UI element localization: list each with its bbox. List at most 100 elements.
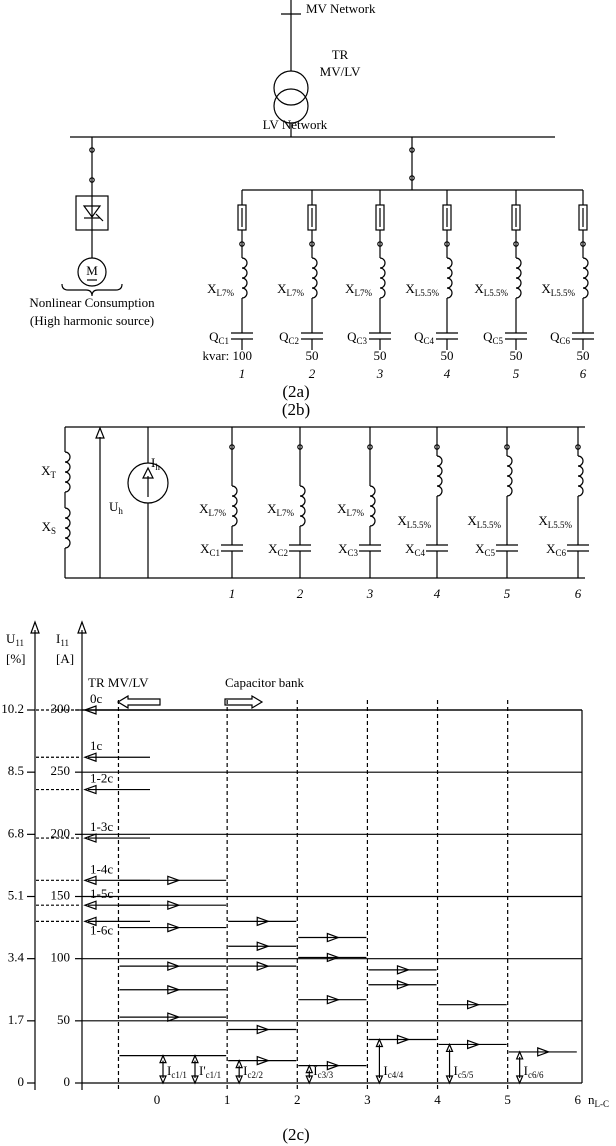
arrowhead bbox=[445, 1075, 454, 1085]
inductor bbox=[379, 257, 386, 299]
label-main: I bbox=[383, 1063, 387, 1078]
label-main: X bbox=[405, 281, 415, 296]
load-label: (High harmonic source) bbox=[30, 313, 154, 328]
caption: (2c) bbox=[282, 1125, 309, 1144]
label-sub: C3 bbox=[356, 336, 367, 346]
x-tick-label: 0 bbox=[154, 1092, 161, 1107]
label-sub: L5.5% bbox=[407, 520, 432, 530]
branch-number: 4 bbox=[444, 366, 451, 381]
arrowhead bbox=[326, 994, 341, 1005]
label-sub: L7% bbox=[355, 288, 373, 298]
inductor-label: XL7% bbox=[267, 501, 294, 518]
annotation: TR MV/LV bbox=[88, 675, 149, 690]
arrowhead bbox=[256, 1055, 270, 1066]
label-main: Q bbox=[483, 329, 493, 344]
label-main: X bbox=[405, 541, 415, 556]
axis-arrowhead bbox=[30, 620, 40, 634]
y2-tick-label: 0 bbox=[18, 1074, 25, 1089]
label-main: Q bbox=[279, 329, 289, 344]
series-label: 1-3c bbox=[90, 819, 113, 834]
arrowhead bbox=[256, 961, 270, 971]
label-sub: C4 bbox=[423, 336, 434, 346]
caption: (2a) bbox=[282, 382, 309, 401]
arrowhead bbox=[375, 1075, 384, 1085]
brace bbox=[61, 283, 123, 297]
arrowhead bbox=[326, 952, 341, 963]
arrowhead bbox=[83, 752, 97, 763]
mv-label: MV Network bbox=[306, 1, 376, 16]
arrowhead bbox=[95, 426, 105, 439]
y-tick-label: 300 bbox=[51, 701, 71, 716]
arrowhead bbox=[515, 1050, 524, 1060]
arrowhead bbox=[167, 961, 181, 971]
arrowhead bbox=[235, 1059, 244, 1069]
load-label: Nonlinear Consumption bbox=[29, 295, 155, 310]
arrowhead bbox=[83, 900, 97, 911]
label-main: X bbox=[268, 541, 278, 556]
junction bbox=[89, 177, 95, 183]
arrowhead bbox=[167, 984, 181, 995]
x-axis-title: nL-C bbox=[588, 1092, 609, 1109]
label-sub: c6/6 bbox=[528, 1070, 544, 1080]
label-main: I bbox=[243, 1063, 247, 1078]
label-sub: c5/5 bbox=[458, 1070, 474, 1080]
arrowhead bbox=[256, 1024, 270, 1035]
branch-number: 1 bbox=[229, 586, 236, 601]
current-label: Ic1/1 bbox=[167, 1063, 187, 1080]
arrowhead bbox=[445, 1042, 454, 1053]
arrowhead bbox=[305, 1064, 314, 1074]
caption: (2b) bbox=[282, 400, 310, 419]
series-label: 1c bbox=[90, 738, 103, 753]
arrowhead bbox=[83, 916, 97, 927]
y-tick-label: 100 bbox=[51, 950, 71, 965]
label-main: X bbox=[267, 501, 277, 516]
arrowhead bbox=[159, 1054, 167, 1064]
label-main: X bbox=[538, 513, 548, 528]
y-tick-label: 250 bbox=[51, 763, 71, 778]
label-sub: L5.5% bbox=[477, 520, 502, 530]
inductor-label: XL7% bbox=[199, 501, 226, 518]
label-main: I' bbox=[199, 1063, 206, 1078]
arrowhead bbox=[159, 1075, 167, 1085]
rating-label: 50 bbox=[441, 348, 454, 363]
label-main: U bbox=[6, 631, 16, 646]
annotation: Capacitor bank bbox=[225, 675, 305, 690]
label-sub: c4/4 bbox=[388, 1070, 404, 1080]
inductor-label: XL5.5% bbox=[538, 513, 572, 530]
inductor bbox=[241, 257, 248, 299]
label-sub: 11 bbox=[15, 638, 24, 648]
label-sub: L7% bbox=[217, 288, 235, 298]
label-main: X bbox=[42, 519, 52, 534]
label-main: X bbox=[41, 463, 51, 478]
label-sub: L5.5% bbox=[484, 288, 509, 298]
junction bbox=[239, 241, 245, 247]
junction bbox=[444, 241, 450, 247]
capacitor-label: XC3 bbox=[338, 541, 358, 558]
y2-tick-label: 10.2 bbox=[1, 701, 24, 716]
label-main: U bbox=[109, 499, 119, 514]
arrowhead bbox=[83, 833, 97, 843]
branch-number: 5 bbox=[504, 586, 511, 601]
axis-title: I11 bbox=[56, 631, 69, 648]
y-tick-label: 0 bbox=[64, 1074, 71, 1089]
motor bbox=[77, 257, 107, 287]
branch-number: 6 bbox=[575, 586, 582, 601]
label-main: I bbox=[151, 455, 155, 470]
lv-label: LV Network bbox=[263, 117, 328, 132]
junction bbox=[409, 175, 415, 181]
y-tick-label: 50 bbox=[57, 1012, 70, 1027]
junction bbox=[377, 241, 383, 247]
series-label: 1-2c bbox=[90, 771, 113, 786]
transformer-winding bbox=[273, 70, 309, 106]
inductor-label: XL7% bbox=[277, 281, 304, 298]
label-sub: c3/3 bbox=[318, 1070, 334, 1080]
label-sub: T bbox=[51, 470, 57, 480]
thyristor-gate bbox=[95, 213, 104, 222]
direction-arrow bbox=[224, 694, 264, 710]
arrowhead bbox=[467, 999, 481, 1010]
capacitor-label: XC4 bbox=[405, 541, 425, 558]
y-tick-label: 150 bbox=[51, 887, 71, 902]
capacitor-label: QC3 bbox=[347, 329, 367, 346]
arrowhead bbox=[235, 1075, 244, 1085]
